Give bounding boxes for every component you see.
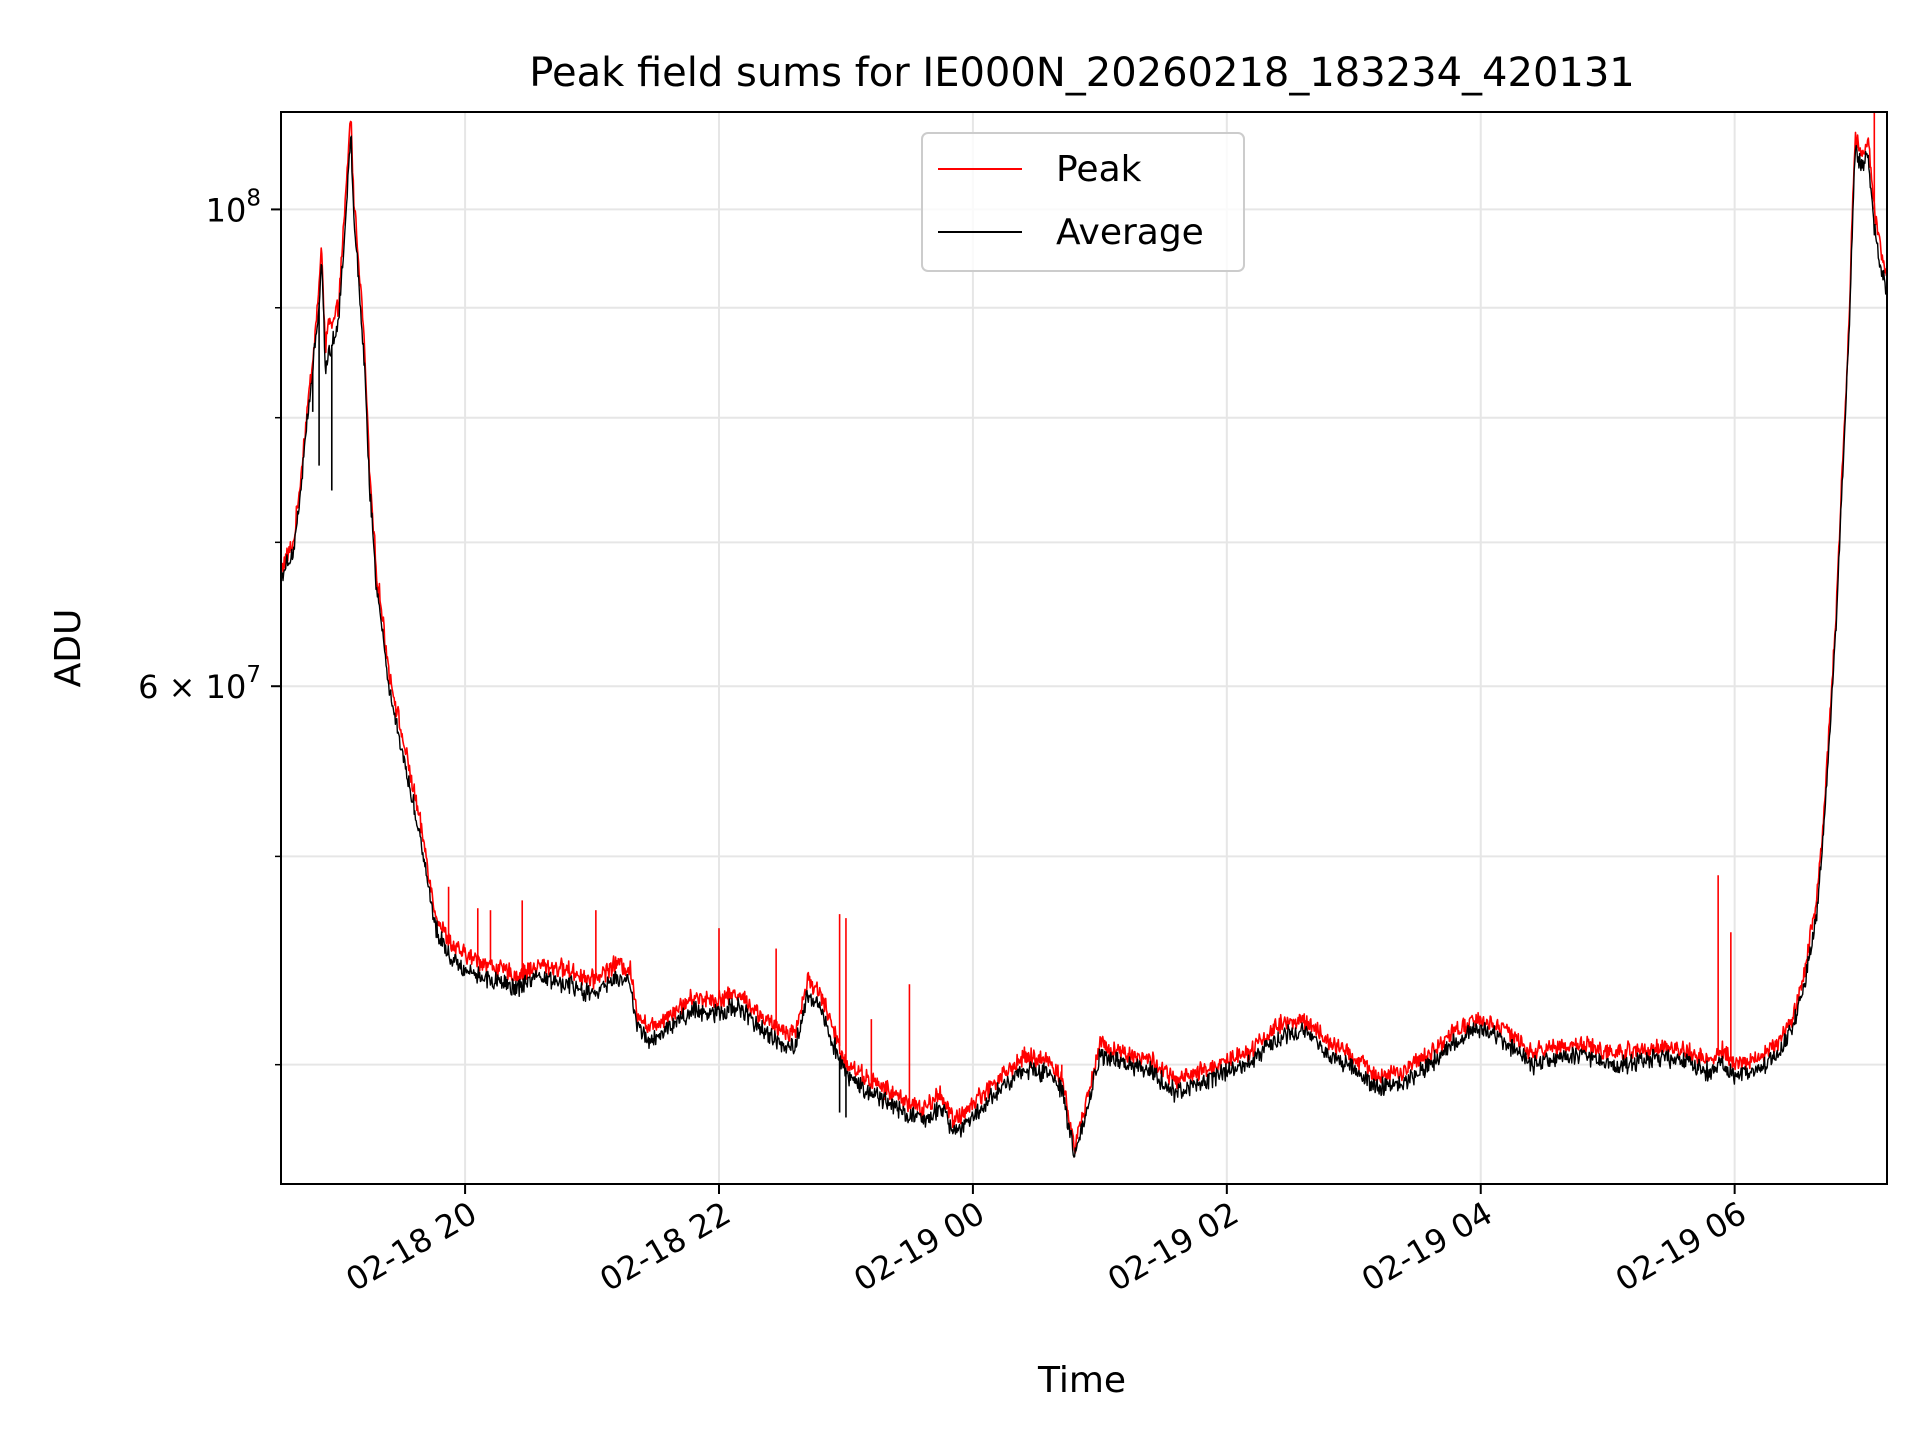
chart-title: Peak field sums for IE000N_20260218_1832…: [529, 50, 1634, 96]
y-axis-label: ADU: [48, 609, 89, 688]
legend-average-label: Average: [1056, 212, 1204, 253]
legend-peak-label: Peak: [1056, 149, 1142, 190]
chart-figure: Peak field sums for IE000N_20260218_1832…: [0, 0, 1920, 1440]
x-axis-label: Time: [1037, 1360, 1126, 1401]
y-tick-label: 6 × 107: [138, 662, 261, 706]
legend: Peak Average: [922, 133, 1244, 271]
